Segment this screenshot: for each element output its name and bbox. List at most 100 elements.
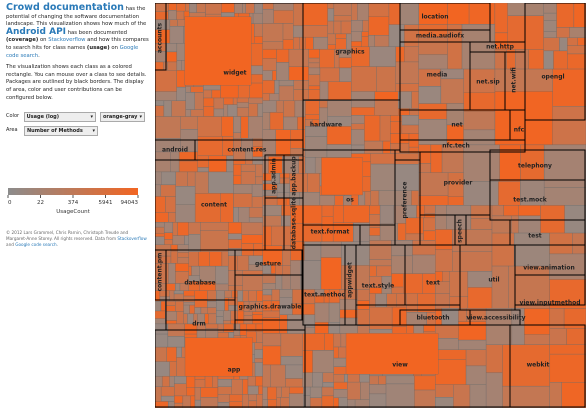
class-cell [320,257,342,290]
class-cell [228,394,243,402]
class-cell [321,157,363,196]
class-cell [177,222,189,236]
class-cell [524,308,551,335]
class-cell [186,375,196,388]
text: (usage) [86,44,110,51]
class-cell [278,80,294,87]
class-cell [216,299,225,311]
class-cell [155,333,169,348]
class-cell [262,345,282,366]
class-cell [281,386,290,398]
class-cell [364,191,371,206]
class-cell [293,80,309,90]
class-cell [435,338,459,350]
class-cell [280,356,303,366]
class-cell [267,386,277,400]
package-label: accounts [157,22,164,53]
class-cell [368,35,375,47]
footer: © 2012 Lars Grammel, Chris Parnin, Chris… [6,230,149,248]
select[interactable]: Usage (log) [23,112,96,123]
select[interactable]: Number of Methods [24,126,98,137]
link[interactable]: Google code search [6,44,139,59]
class-cell [203,106,215,117]
class-cell [230,310,238,321]
class-cell [293,25,304,38]
class-cell [252,314,263,325]
class-cell [197,155,209,168]
class-cell [276,192,291,198]
class-cell [275,100,284,113]
class-cell [511,215,519,234]
class-cell [184,337,253,377]
link[interactable]: Stackoverflow [48,37,86,44]
class-cell [405,217,424,235]
class-cell [254,362,263,377]
class-cell [262,80,275,94]
class-cell [256,290,263,302]
class-cell [248,103,259,117]
class-cell [388,24,405,47]
class-cell [305,136,328,158]
class-cell [327,33,336,45]
class-cell [262,93,270,101]
class-cell [262,333,282,347]
package-outline [155,3,167,71]
package-label: text.format [311,229,350,236]
package-label: test.mock [513,197,548,204]
class-cell [319,48,335,69]
class-cell [175,186,196,205]
package-label: graphics.drawable [239,304,302,311]
class-cell [447,3,470,25]
class-cell [303,386,311,396]
class-cell [463,144,500,182]
class-cell [351,123,365,130]
class-cell [166,51,178,63]
class-cell [223,104,229,117]
class-cell [188,265,192,276]
class-cell [212,375,219,388]
select[interactable]: orange-gray [99,112,145,123]
class-cell [351,144,365,154]
class-cell [252,156,263,165]
class-cell [247,385,259,395]
class-cell [279,289,293,298]
class-cell [233,207,239,223]
class-cell [289,393,304,408]
class-cell [262,364,271,388]
package-outline [509,324,586,408]
class-cell [155,151,171,173]
class-cell [228,222,242,234]
class-cell [395,83,419,92]
class-cell [270,364,286,388]
class-cell [351,129,365,146]
class-cell [184,16,252,86]
class-cell [178,160,198,173]
class-cell [194,379,206,388]
class-cell [208,171,234,194]
class-cell [173,290,184,295]
link[interactable]: Stackoverflow [117,235,147,241]
class-cell [424,205,436,215]
class-cell [340,20,352,35]
class-cell [242,290,249,302]
legend-tick-label: 22 [37,200,44,206]
class-cell [207,307,217,315]
class-cell [543,50,554,70]
class-cell [333,374,345,383]
class-cell [255,323,263,332]
class-cell [160,184,176,197]
class-cell [275,274,283,290]
package-label: bluetooth [417,315,450,322]
class-cell [262,23,284,42]
package-label: content.res [228,147,267,154]
class-cell [234,3,243,14]
class-cell [374,35,390,47]
link[interactable]: Google code search [15,241,57,247]
class-cell [435,384,454,398]
package-label: telephony [518,163,552,170]
class-cell [247,376,256,387]
class-cell [549,279,586,309]
class-cell [262,310,280,318]
class-cell [369,240,392,260]
class-cell [165,320,177,325]
